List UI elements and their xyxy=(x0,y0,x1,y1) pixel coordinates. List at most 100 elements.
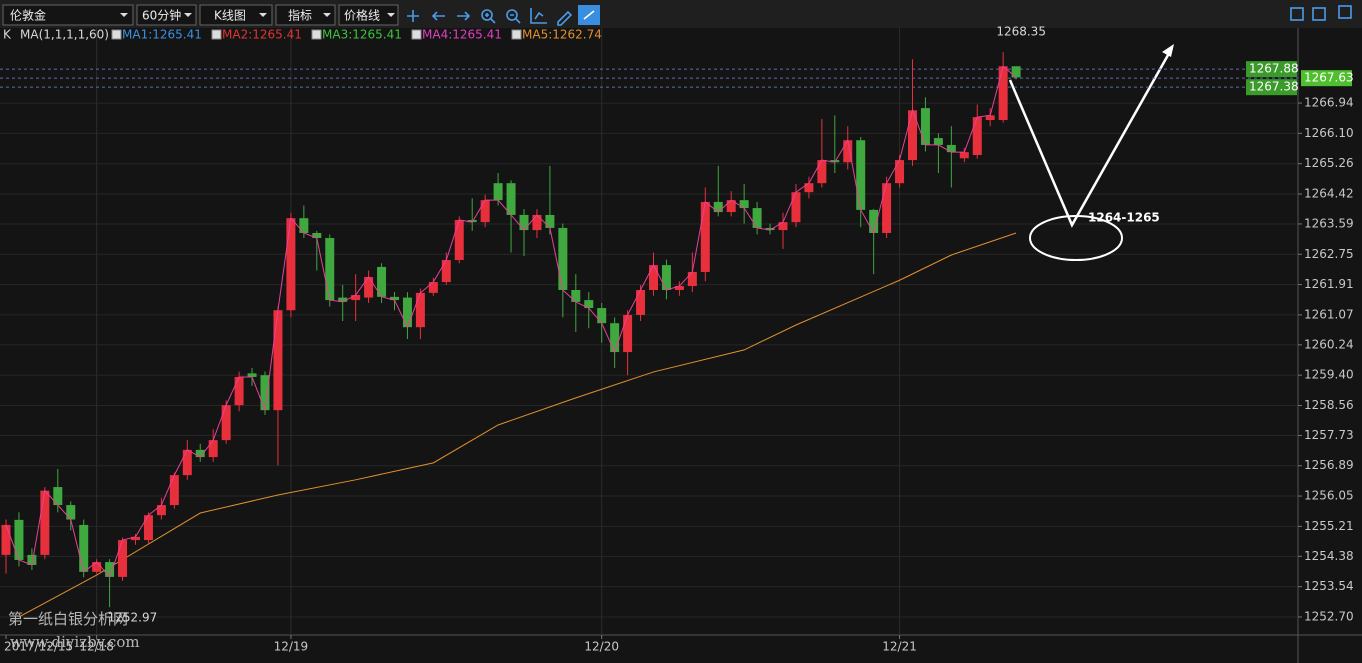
crosshair-icon[interactable] xyxy=(407,10,419,22)
candle-body xyxy=(946,144,956,153)
x-tick-label: 12/20 xyxy=(584,640,619,654)
candle-body xyxy=(480,200,490,223)
dropdown[interactable] xyxy=(199,4,273,26)
dropdown[interactable] xyxy=(275,4,336,26)
y-tick-label: 1266.10 xyxy=(1304,126,1354,140)
axis-icon[interactable] xyxy=(530,8,547,24)
y-tick-label: 1261.07 xyxy=(1304,307,1354,321)
restore-icon[interactable] xyxy=(1338,5,1352,19)
close-line xyxy=(5,65,1017,578)
candle-body xyxy=(869,209,879,233)
candle-body xyxy=(221,405,231,441)
dropdown-arrow xyxy=(387,13,395,17)
candle-body xyxy=(377,266,387,297)
candle-body xyxy=(182,449,192,476)
candle-body xyxy=(351,295,361,301)
candle-body xyxy=(143,515,153,541)
candle-body xyxy=(14,519,24,560)
candle-body xyxy=(1,524,11,555)
draw-icon[interactable] xyxy=(557,10,573,26)
y-tick-label: 1252.70 xyxy=(1304,609,1354,623)
candle-body xyxy=(584,300,594,309)
right-icon[interactable] xyxy=(457,11,471,21)
candle-body xyxy=(247,373,257,377)
candle-body xyxy=(752,208,762,228)
candle-body xyxy=(791,192,801,223)
price-tag xyxy=(1246,61,1297,78)
candle-body xyxy=(390,296,399,301)
legend-checkbox[interactable] xyxy=(411,29,422,40)
dropdown-arrow xyxy=(323,13,331,17)
candle-body xyxy=(506,183,516,215)
y-tick-label: 1258.56 xyxy=(1304,398,1354,412)
candle-body xyxy=(920,108,930,145)
dropdown[interactable] xyxy=(338,4,399,26)
legend-label: MA4:1265.41 xyxy=(422,28,502,42)
candle-body xyxy=(40,490,50,555)
candle-body xyxy=(92,562,102,572)
watermark: www.diyizby.com xyxy=(10,633,140,651)
candle-body xyxy=(687,271,697,287)
dropdown-arrow xyxy=(184,13,192,17)
candle-body xyxy=(467,219,477,223)
ma-setting: MA(1,1,1,1,60) xyxy=(20,28,109,42)
candle-body xyxy=(882,183,892,233)
candle-body xyxy=(131,536,140,541)
zoom-in-icon xyxy=(485,13,496,24)
candle-body xyxy=(623,314,633,353)
left-icon[interactable] xyxy=(431,11,445,21)
candle-body xyxy=(169,475,179,506)
dropdown-arrow xyxy=(120,13,128,17)
zoom-in-icon[interactable] xyxy=(481,9,493,21)
candle-body xyxy=(804,183,814,193)
legend-checkbox[interactable] xyxy=(311,29,322,40)
watermark: 第一纸白银分析网 xyxy=(8,610,128,628)
dropdown-label: 价格线 xyxy=(344,8,380,23)
high-label: 1268.35 xyxy=(996,25,1046,39)
y-tick-label: 1256.05 xyxy=(1304,489,1354,503)
candle-body xyxy=(66,505,76,520)
candle-body xyxy=(415,292,425,328)
candle-body xyxy=(856,140,866,210)
candle-body xyxy=(830,160,840,163)
candle-body xyxy=(661,265,671,290)
legend-checkbox[interactable] xyxy=(211,29,222,40)
candle-body xyxy=(998,66,1008,121)
candle-body xyxy=(105,562,115,577)
y-tick-label: 1264.42 xyxy=(1304,187,1354,201)
legend-checkbox[interactable] xyxy=(511,29,522,40)
candle-body xyxy=(610,323,620,353)
price-tag-label: 1267.63 xyxy=(1304,71,1354,85)
candle-body xyxy=(79,524,89,572)
candle-body xyxy=(338,297,348,302)
y-tick-label: 1253.54 xyxy=(1304,579,1354,593)
candle-body xyxy=(571,289,581,302)
price-tag xyxy=(1301,70,1352,87)
y-tick-label: 1254.38 xyxy=(1304,549,1354,563)
candle-body xyxy=(713,201,723,213)
y-tick-label: 1263.59 xyxy=(1304,216,1354,230)
y-tick-label: 1262.75 xyxy=(1304,247,1354,261)
dropdown-arrow xyxy=(259,13,267,17)
dropdown[interactable] xyxy=(136,4,197,26)
candle-body xyxy=(895,160,905,184)
candle-body xyxy=(908,110,917,161)
y-tick-label: 1255.21 xyxy=(1304,519,1354,533)
layout-icon[interactable] xyxy=(1312,7,1326,21)
legend-checkbox[interactable] xyxy=(111,29,122,40)
y-tick-label: 1257.73 xyxy=(1304,428,1354,442)
candle-body xyxy=(545,214,555,228)
candle-body xyxy=(312,232,322,239)
y-tick-label: 1260.24 xyxy=(1304,337,1354,351)
price-tag-label: 1267.88 xyxy=(1249,62,1299,76)
toolbar-dropdowns: 伦敦金 60分钟 K线图 指标 价格线 xyxy=(2,4,399,26)
indicator-label: K xyxy=(3,28,12,42)
candle-body xyxy=(156,505,166,516)
dropdown[interactable] xyxy=(2,4,134,26)
candle-body xyxy=(700,201,710,272)
layout-icon[interactable] xyxy=(1290,7,1304,21)
annotation-text: 1264-1265 xyxy=(1088,211,1160,225)
zoom-out-icon[interactable] xyxy=(506,9,518,21)
annotation-arrowhead xyxy=(1162,44,1174,57)
